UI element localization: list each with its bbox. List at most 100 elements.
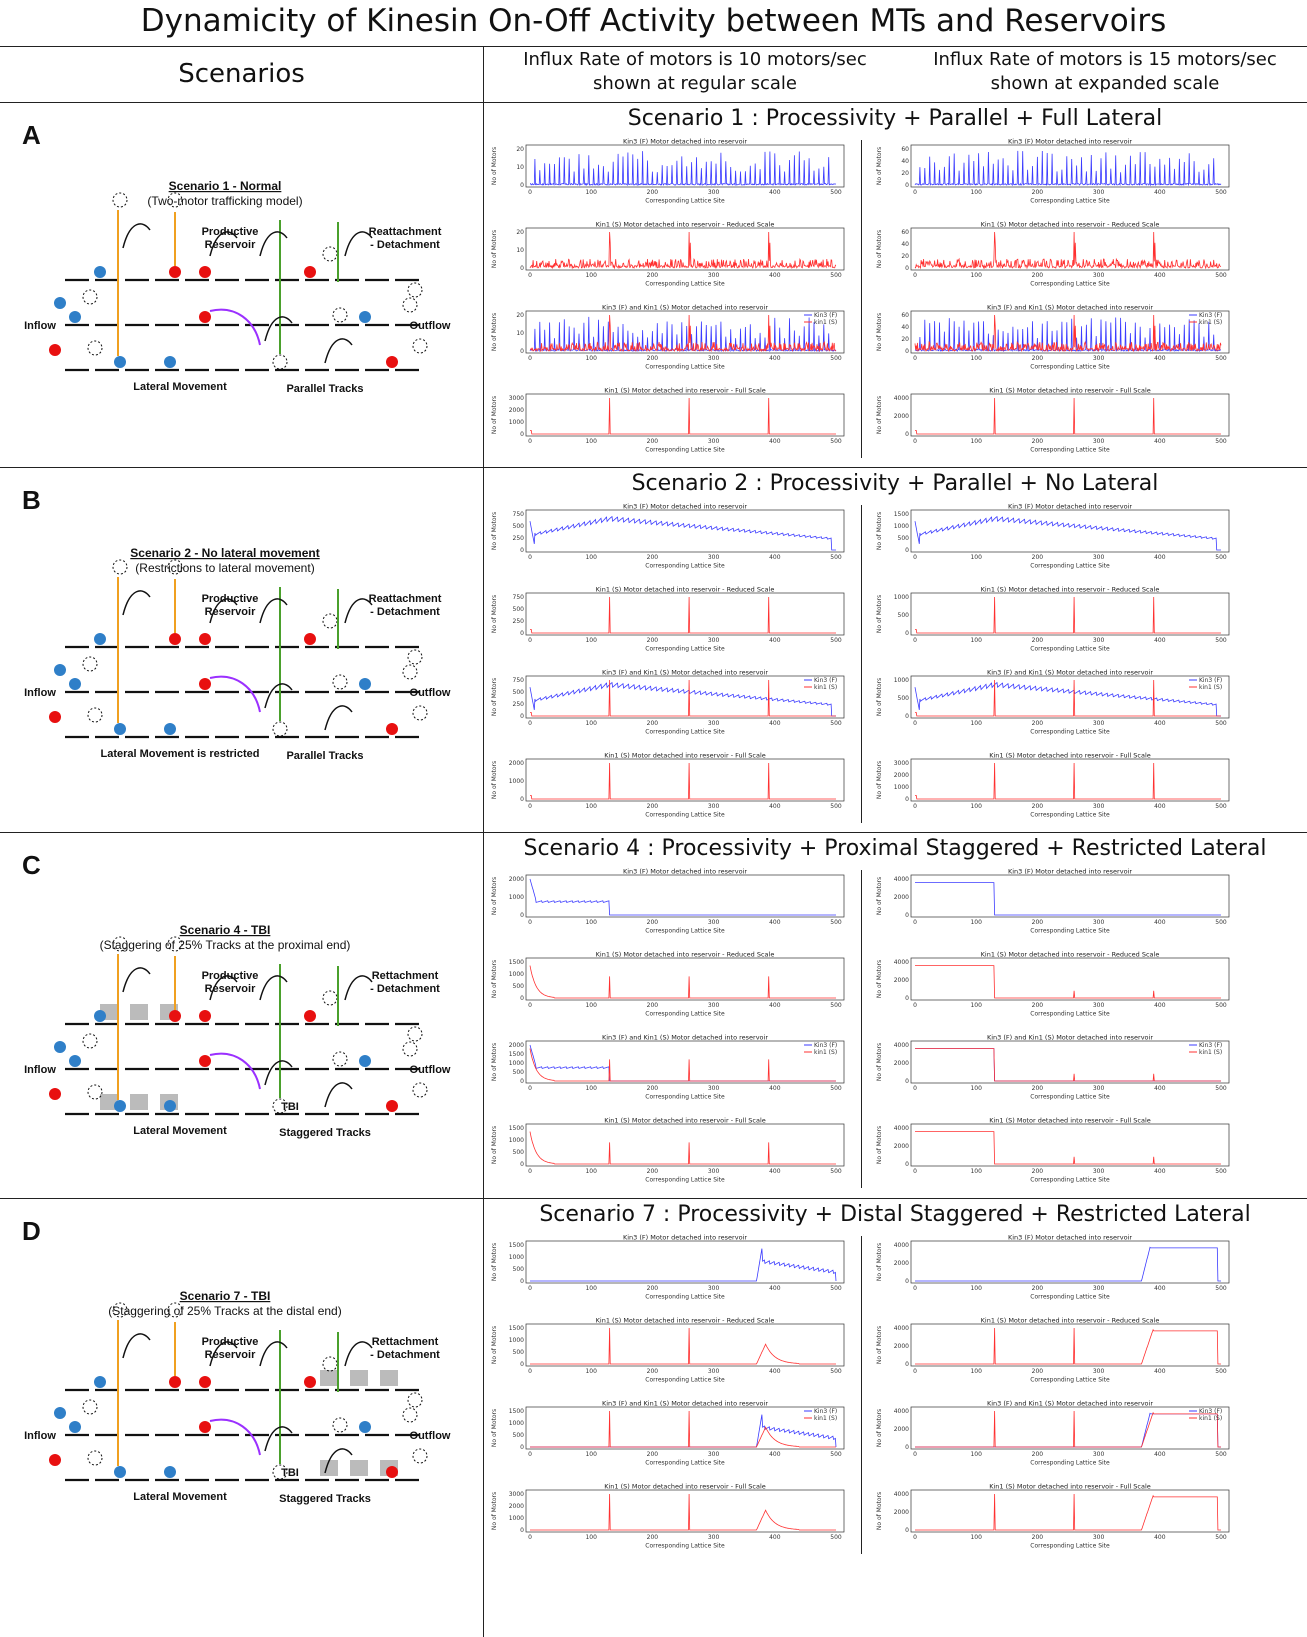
x-tick-label: 400: [1154, 189, 1166, 196]
y-tick-label: 1000: [509, 971, 524, 978]
chart-svg: Kin3 (F) Motor detached into reservoir No…: [876, 503, 1230, 569]
x-tick-label: 100: [585, 1451, 597, 1458]
tbi-label: TBI: [281, 1101, 299, 1113]
empty-site-marker: [322, 1356, 338, 1372]
x-tick-label: 200: [647, 803, 659, 810]
x-tick-label: 500: [1215, 189, 1227, 196]
x-tick-label: 300: [708, 189, 720, 196]
x-tick-label: 100: [970, 1285, 982, 1292]
kin3-motor-dot: [94, 1376, 106, 1388]
x-tick-label: 200: [647, 355, 659, 362]
y-tick-label: 20: [516, 229, 524, 236]
x-tick-label: 400: [1154, 803, 1166, 810]
y-axis-label: No of Motors: [876, 761, 883, 799]
chart-svg: Kin1 (S) Motor detached into reservoir -…: [491, 752, 845, 818]
plot-frame: [525, 874, 845, 918]
x-axis-label: Corresponding Lattice Site: [645, 447, 725, 454]
x-tick-label: 500: [830, 637, 842, 644]
x-axis-label: Corresponding Lattice Site: [645, 1543, 725, 1550]
inflow-label: Inflow: [24, 687, 56, 699]
column-separator: [861, 140, 862, 458]
x-tick-label: 300: [1093, 1085, 1105, 1092]
x-tick-label: 0: [528, 803, 532, 810]
kin1-series-line: [530, 1493, 836, 1531]
y-tick-label: 0: [520, 1444, 524, 1451]
x-tick-label: 100: [970, 1534, 982, 1541]
x-tick-label: 500: [830, 1368, 842, 1375]
y-tick-label: 1000: [894, 594, 909, 601]
plot-frame: [910, 1323, 1230, 1367]
legend-kin1: kin1 (S): [814, 1049, 837, 1056]
x-tick-label: 100: [970, 1451, 982, 1458]
chart-svg: Kin1 (S) Motor detached into reservoir -…: [876, 586, 1230, 652]
kin3-motor-dot: [164, 1100, 176, 1112]
x-tick-label: 0: [528, 1285, 532, 1292]
chart-title: Kin3 (F) Motor detached into reservoir: [1008, 503, 1132, 511]
x-tick-label: 200: [647, 1085, 659, 1092]
x-tick-label: 100: [970, 438, 982, 445]
y-tick-label: 20: [901, 170, 909, 177]
diagram-subheading: (Staggering of 25% Tracks at the proxima…: [100, 938, 351, 952]
empty-site-marker: [87, 707, 103, 723]
kin1-motor-dot: [169, 1010, 181, 1022]
chart-svg: Kin3 (F) Motor detached into reservoir No…: [491, 503, 845, 569]
kin3-motor-dot: [94, 1010, 106, 1022]
x-tick-label: 200: [1032, 438, 1044, 445]
y-tick-label: 1500: [509, 1125, 524, 1132]
x-axis-label: Corresponding Lattice Site: [1030, 447, 1110, 454]
x-tick-label: 300: [708, 355, 720, 362]
chart-svg: Kin3 (F) and Kin1 (S) Motor detached int…: [876, 1034, 1230, 1100]
y-tick-label: 20: [516, 312, 524, 319]
kin1-series-line: [530, 397, 836, 435]
x-tick-label: 400: [769, 720, 781, 727]
reservoir-label: Reservoir: [205, 1349, 256, 1361]
line-chart: Kin1 (S) Motor detached into reservoir -…: [875, 1317, 1239, 1383]
hop-arrow: [259, 975, 288, 1001]
chart-title: Kin3 (F) Motor detached into reservoir: [623, 1234, 747, 1242]
x-tick-label: 300: [1093, 1285, 1105, 1292]
diagram-subheading: (Staggering of 25% Tracks at the distal …: [108, 1304, 341, 1318]
inflow-label: Inflow: [24, 1430, 56, 1442]
x-tick-label: 0: [528, 1534, 532, 1541]
kin3-series-line: [529, 681, 836, 717]
x-tick-label: 0: [528, 720, 532, 727]
line-chart: Kin3 (F) and Kin1 (S) Motor detached int…: [490, 1400, 854, 1466]
kin3-motor-dot: [54, 1041, 66, 1053]
y-tick-label: 500: [513, 1149, 525, 1156]
x-tick-label: 400: [1154, 1368, 1166, 1375]
x-tick-label: 300: [1093, 1168, 1105, 1175]
x-tick-label: 300: [708, 637, 720, 644]
kin1-series-line: [914, 314, 1222, 353]
reservoir-label: Reservoir: [205, 983, 256, 995]
plot-frame: [525, 1123, 845, 1167]
y-tick-label: 2000: [894, 772, 909, 779]
plot-frame: [910, 758, 1230, 802]
chart-title: Kin1 (S) Motor detached into reservoir -…: [604, 387, 766, 395]
stagger-block: [350, 1370, 368, 1386]
plot-frame: [910, 957, 1230, 1001]
kin3-series-line: [530, 151, 837, 187]
kin1-motor-dot: [49, 1088, 61, 1100]
kin3-motor-dot: [164, 356, 176, 368]
x-tick-label: 100: [585, 355, 597, 362]
chart-title: Kin1 (S) Motor detached into reservoir -…: [989, 752, 1151, 760]
chart-svg: Kin1 (S) Motor detached into reservoir -…: [876, 387, 1230, 454]
x-tick-label: 200: [647, 1285, 659, 1292]
legend-kin3: Kin3 (F): [1199, 1408, 1222, 1415]
x-tick-label: 0: [913, 1085, 917, 1092]
y-tick-label: 500: [513, 1349, 525, 1356]
x-tick-label: 300: [708, 1368, 720, 1375]
y-axis-label: No of Motors: [491, 960, 498, 998]
y-tick-label: 250: [513, 618, 525, 625]
kin3-motor-dot: [94, 633, 106, 645]
kin3-series-line: [914, 681, 1221, 717]
x-tick-label: 200: [647, 1002, 659, 1009]
diagram-heading: Scenario 4 - TBI: [180, 923, 271, 937]
empty-site-marker: [112, 192, 128, 208]
inflow-label: Inflow: [24, 1064, 56, 1076]
kin3-motor-dot: [69, 678, 81, 690]
x-tick-label: 200: [1032, 1534, 1044, 1541]
y-axis-label: No of Motors: [491, 1243, 498, 1281]
kin1-series-line: [529, 965, 836, 999]
grid-line: [0, 102, 1307, 103]
